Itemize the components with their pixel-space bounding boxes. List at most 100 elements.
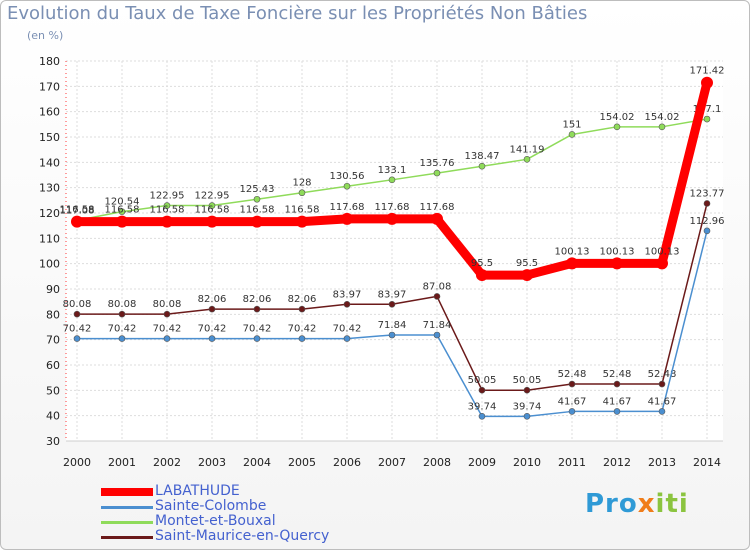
data-point [568,131,576,138]
data-point [163,310,171,318]
data-label: 120.54 [105,197,140,208]
data-point [433,169,441,177]
data-label: 122.95 [150,191,185,202]
data-label: 123.77 [690,188,725,199]
x-tick-label: 2009 [468,456,496,469]
data-label: 116.58 [150,205,185,216]
data-point [658,123,666,131]
y-tick-label: 140 [39,156,60,169]
data-label: 117.68 [330,202,365,213]
data-label: 82.06 [288,294,317,305]
data-label: 70.42 [333,324,362,335]
logo-part: x [637,489,656,519]
x-tick-label: 2014 [693,456,721,469]
data-point [658,380,666,388]
y-tick-label: 130 [39,182,60,195]
data-point [523,386,531,394]
x-tick-label: 2000 [63,456,91,469]
data-label: 87.08 [423,281,452,292]
data-point [611,257,623,270]
legend-label: Sainte-Colombe [155,498,267,514]
x-tick-label: 2013 [648,456,676,469]
x-tick-label: 2003 [198,456,226,469]
data-point [433,331,441,339]
data-point [343,300,351,308]
data-point [343,335,351,342]
x-tick-label: 2002 [153,456,181,469]
series-montet-et-bouxal: 117.08 120.54 122.95 122.95 125.43 128 130.56 1… [60,104,722,224]
data-label: 116.58 [105,205,140,216]
data-point [431,212,443,225]
y-tick-label: 180 [39,55,60,68]
data-label: 154.02 [645,112,680,123]
data-label: 171.42 [690,66,725,77]
data-point [161,215,173,228]
data-label: 70.42 [108,324,137,335]
legend-label: Montet-et-Bouxal [155,513,276,529]
data-point [478,386,486,394]
y-tick-label: 160 [39,106,60,119]
data-label: 71.84 [423,320,452,331]
data-label: 70.42 [63,324,92,335]
data-point [703,200,711,207]
data-point [118,310,126,318]
data-label: 50.05 [468,375,497,386]
x-tick-label: 2007 [378,456,406,469]
data-point [208,305,216,313]
data-point [298,189,306,197]
data-label: 70.42 [288,324,317,335]
logo-part: Pro [585,489,638,519]
data-point [163,202,171,209]
data-point [478,413,486,420]
data-label: 95.5 [471,258,493,269]
data-label: 95.5 [516,258,538,269]
legend-swatch-labathude [101,488,153,496]
data-point [251,215,263,228]
data-point [388,331,396,339]
data-label: 71.84 [378,320,407,331]
y-tick-label: 120 [39,207,60,220]
x-tick-label: 2008 [423,456,451,469]
data-point [71,215,83,228]
data-point [343,182,351,190]
data-point [703,115,711,123]
data-point [386,212,398,225]
data-label: 157.1 [693,104,722,115]
data-point [118,208,126,215]
y-tick-label: 110 [39,232,60,245]
data-label: 122.95 [195,191,230,202]
data-label: 133.1 [378,165,407,176]
data-point [298,335,306,342]
x-tick-label: 2011 [558,456,586,469]
data-label: 154.02 [600,112,635,123]
data-label: 52.48 [603,369,632,380]
data-label: 70.42 [198,324,227,335]
data-label: 117.68 [375,202,410,213]
data-label: 41.67 [558,396,587,407]
x-tick-label: 2010 [513,456,541,469]
data-point [703,227,711,235]
x-tick-label: 2006 [333,456,361,469]
data-point [73,310,81,318]
data-label: 39.74 [513,401,542,412]
data-point [566,257,578,270]
data-label: 41.67 [648,396,677,407]
data-label: 116.58 [195,205,230,216]
data-label: 70.42 [153,324,182,335]
data-label: 117.68 [420,202,455,213]
y-tick-label: 60 [46,359,60,372]
data-point [163,335,171,342]
legend-swatch-saint-maurice-en-quercy [101,536,153,539]
data-point [298,305,306,313]
x-tick-label: 2012 [603,456,631,469]
data-label: 80.08 [108,299,137,310]
data-point [253,305,261,313]
proxiti-logo: Proxiti [585,489,689,519]
data-label: 135.76 [420,158,455,169]
data-label: 52.48 [558,369,587,380]
legend-label: Saint-Maurice-en-Quercy [155,528,330,544]
plot-area [66,61,723,441]
data-point [296,215,308,228]
